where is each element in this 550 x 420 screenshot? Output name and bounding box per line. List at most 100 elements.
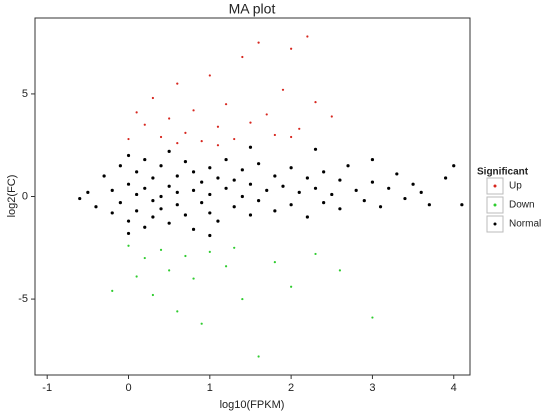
point — [224, 103, 228, 106]
point — [273, 133, 276, 137]
point — [208, 74, 211, 77]
point — [159, 135, 163, 139]
point — [306, 35, 309, 38]
point — [273, 209, 277, 213]
point — [208, 166, 212, 170]
point — [452, 164, 456, 168]
point — [192, 277, 195, 280]
point — [265, 188, 269, 192]
legend-label: Normal — [509, 219, 541, 230]
point — [183, 213, 188, 217]
point — [143, 157, 147, 162]
point — [200, 201, 204, 205]
point — [175, 174, 179, 178]
point — [151, 96, 154, 100]
point — [191, 188, 196, 192]
point — [191, 227, 196, 231]
point — [176, 82, 179, 85]
point — [216, 125, 220, 128]
point — [338, 178, 342, 182]
point — [273, 174, 277, 178]
point — [135, 192, 139, 197]
point — [176, 142, 179, 145]
point — [176, 310, 179, 313]
x-tick-label: 3 — [369, 382, 375, 394]
x-tick-label: 4 — [451, 382, 457, 394]
point — [322, 201, 326, 205]
point — [224, 265, 228, 268]
point — [371, 316, 374, 319]
point — [257, 41, 260, 44]
point — [118, 164, 122, 168]
point — [249, 121, 252, 124]
point — [330, 192, 334, 197]
point — [151, 176, 155, 180]
point — [411, 182, 415, 186]
point — [143, 256, 146, 260]
point — [86, 190, 90, 194]
point — [168, 117, 171, 120]
point — [256, 162, 261, 166]
x-tick-label: 0 — [125, 382, 131, 394]
point — [216, 219, 220, 223]
point — [281, 184, 285, 188]
point — [338, 207, 342, 211]
point — [151, 293, 154, 297]
point — [192, 109, 195, 112]
point — [419, 190, 423, 194]
point — [427, 203, 431, 207]
point — [208, 211, 212, 215]
point — [127, 244, 130, 247]
point — [224, 186, 228, 190]
point — [233, 137, 236, 141]
chart-title: MA plot — [229, 1, 276, 17]
point — [159, 194, 163, 199]
point — [370, 180, 375, 184]
point — [216, 144, 220, 147]
y-axis-title: log2(FC) — [6, 175, 18, 218]
point — [143, 123, 146, 126]
point — [460, 203, 464, 207]
legend-label: Down — [509, 200, 535, 211]
x-axis-title: log10(FPKM) — [220, 399, 285, 411]
point — [290, 135, 293, 139]
point — [289, 203, 293, 207]
point — [338, 269, 342, 272]
point — [126, 219, 131, 223]
point — [200, 180, 204, 184]
point — [232, 205, 236, 209]
point — [151, 199, 155, 203]
point — [135, 275, 138, 278]
y-tick-label: 0 — [22, 190, 28, 202]
point — [224, 157, 228, 162]
point — [322, 170, 326, 174]
point — [313, 186, 318, 190]
point — [191, 170, 196, 174]
legend-label: Up — [509, 181, 522, 192]
point — [168, 269, 171, 272]
point — [298, 127, 301, 130]
point — [126, 231, 131, 236]
point — [248, 145, 253, 149]
point — [167, 184, 171, 188]
point — [387, 186, 391, 190]
point — [281, 88, 285, 91]
point — [444, 176, 448, 180]
point — [370, 157, 375, 162]
point — [111, 289, 114, 292]
point — [346, 164, 350, 168]
point — [290, 285, 293, 288]
point — [167, 221, 171, 225]
point — [78, 196, 82, 201]
plot-panel — [34, 17, 471, 376]
point — [257, 355, 260, 358]
point — [127, 137, 130, 141]
point — [233, 246, 236, 249]
point — [362, 199, 366, 203]
point — [183, 160, 188, 164]
point — [135, 209, 139, 213]
point — [354, 188, 358, 192]
point — [126, 182, 131, 186]
point — [102, 174, 106, 178]
